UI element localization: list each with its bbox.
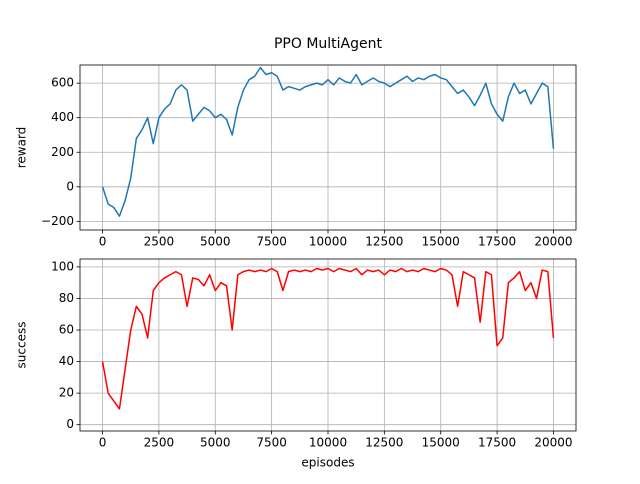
y-tick-label: 0 [66, 179, 74, 193]
data-line [101, 66, 555, 217]
y-tick-label: −200 [41, 214, 74, 228]
x-tick-label: 0 [99, 436, 107, 450]
y-tick-label: 200 [51, 145, 74, 159]
axes-frame [79, 258, 577, 432]
x-axis-label: episodes [301, 456, 354, 470]
x-tick-label: 15000 [422, 436, 460, 450]
x-tick-label: 5000 [200, 235, 231, 249]
x-tick-label: 7500 [256, 436, 287, 450]
x-tick-label: 20000 [534, 235, 572, 249]
x-tick-label: 15000 [422, 235, 460, 249]
y-tick-label: 600 [51, 76, 74, 90]
y-tick-label: 20 [59, 386, 74, 400]
y-tick-label: 60 [59, 323, 74, 337]
data-line [101, 267, 555, 410]
x-tick-label: 7500 [256, 235, 287, 249]
y-tick-label: 100 [51, 259, 74, 273]
y-tick-label: 400 [51, 110, 74, 124]
x-tick-label: 2500 [144, 235, 175, 249]
x-tick-label: 10000 [309, 235, 347, 249]
y-axis-label: success [15, 322, 29, 369]
x-tick-label: 17500 [478, 235, 516, 249]
x-tick-label: 10000 [309, 436, 347, 450]
chart-title: PPO MultiAgent [274, 36, 383, 52]
x-tick-label: 17500 [478, 436, 516, 450]
x-tick-label: 12500 [365, 235, 403, 249]
y-tick-label: 80 [59, 291, 74, 305]
axes-frame [79, 64, 577, 231]
x-tick-label: 5000 [200, 436, 231, 450]
x-tick-label: 2500 [144, 436, 175, 450]
y-tick-label: 40 [59, 354, 74, 368]
x-tick-label: 0 [99, 235, 107, 249]
y-tick-label: 0 [66, 417, 74, 431]
y-axis-label: reward [15, 127, 29, 169]
x-tick-label: 20000 [534, 436, 572, 450]
x-tick-label: 12500 [365, 436, 403, 450]
